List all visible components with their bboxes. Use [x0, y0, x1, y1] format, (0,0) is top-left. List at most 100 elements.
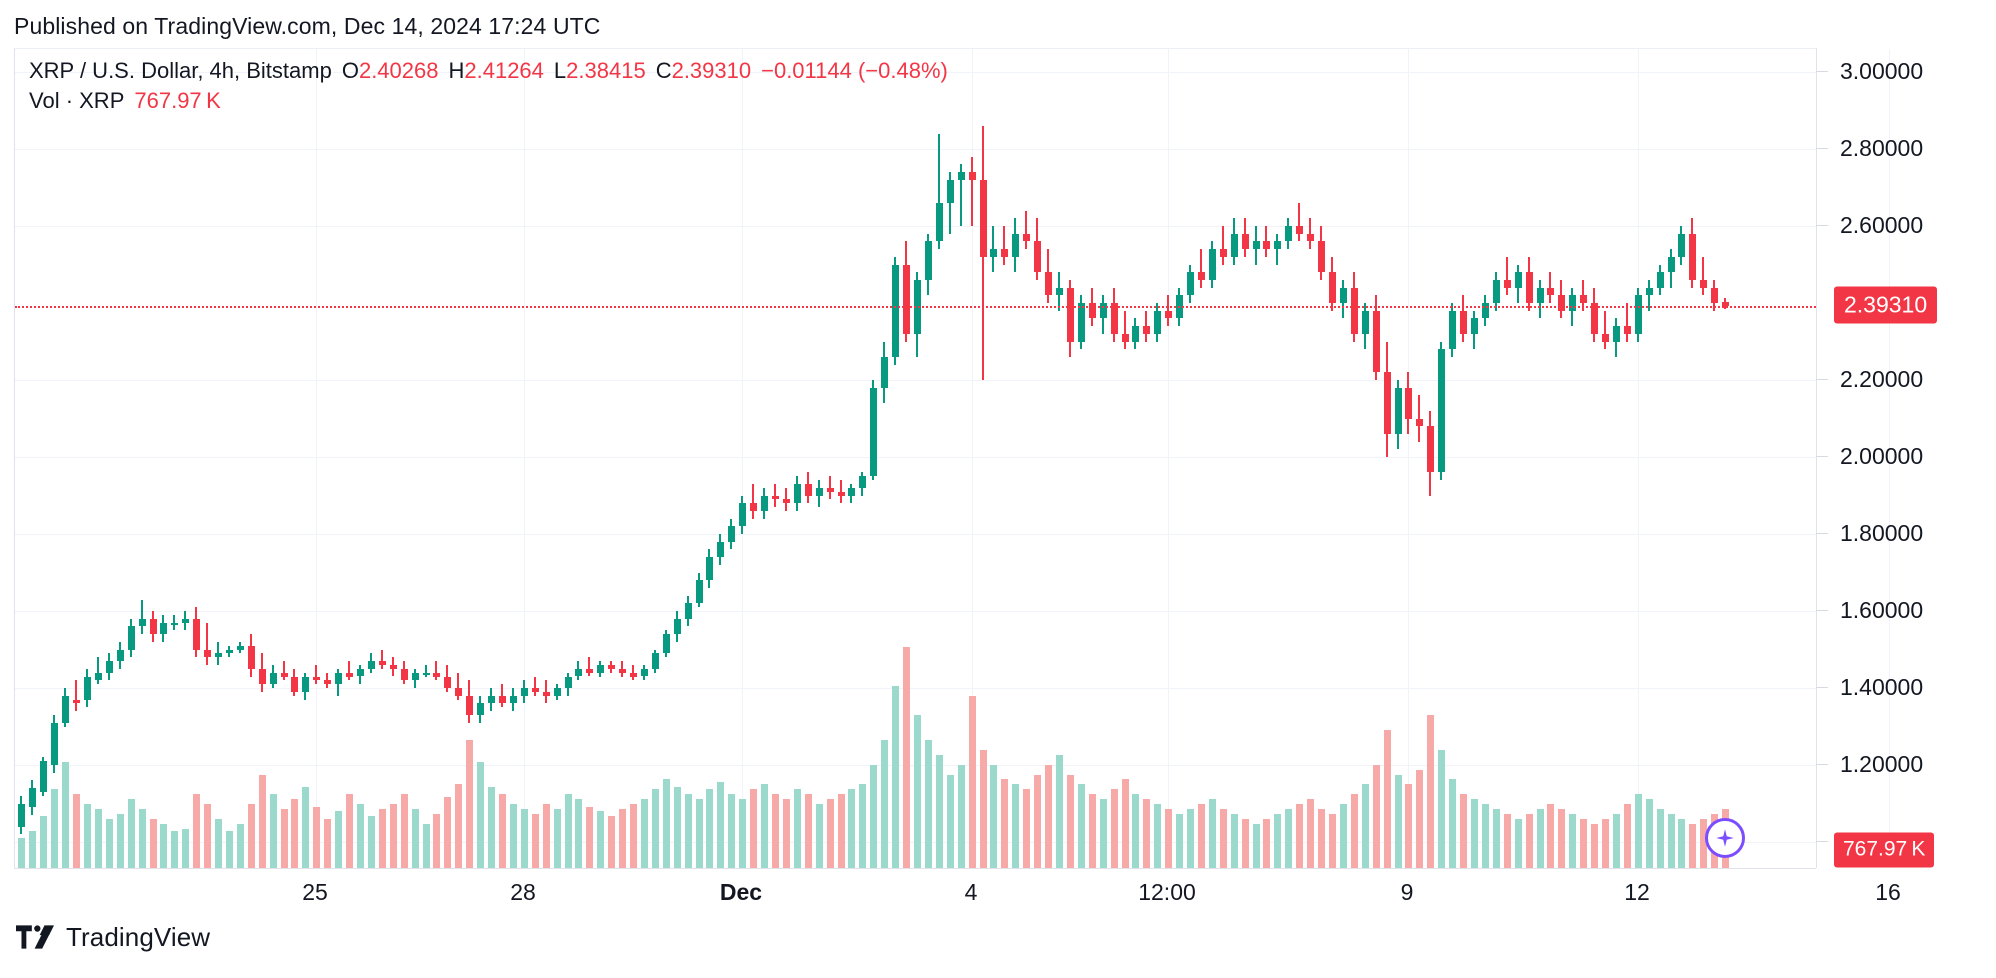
- candle-body: [1372, 310, 1380, 373]
- volume-bar: [181, 828, 189, 868]
- time-axis[interactable]: 25 28 Dec 4 12:00 9 12 16: [14, 868, 1901, 916]
- gridline-horizontal: [15, 226, 1816, 228]
- candle-body: [1656, 272, 1664, 288]
- time-axis-label: 4: [964, 879, 978, 905]
- candle-body: [356, 668, 364, 677]
- volume-bar: [1634, 794, 1642, 868]
- price-axis-tick: [1816, 610, 1828, 612]
- candle-body: [280, 672, 288, 677]
- candle-body: [957, 172, 965, 180]
- candle-wick: [1309, 218, 1311, 250]
- volume-bar: [1252, 823, 1260, 868]
- candle-body: [1699, 279, 1707, 288]
- candle-body: [1590, 303, 1598, 334]
- volume-bar: [1230, 813, 1238, 868]
- volume-bar: [400, 794, 408, 868]
- candle-body: [17, 803, 25, 827]
- candle-body: [574, 668, 582, 677]
- volume-bar: [1164, 808, 1172, 868]
- volume-bar: [1022, 789, 1030, 868]
- volume-bar: [61, 762, 69, 868]
- candle-body: [301, 676, 309, 692]
- volume-bar: [1033, 774, 1041, 868]
- candle-body: [531, 688, 539, 692]
- candle-body: [869, 387, 877, 477]
- gridline-horizontal: [15, 534, 1816, 536]
- gridline-horizontal: [15, 380, 1816, 382]
- volume-bar: [1262, 818, 1270, 868]
- candle-body: [159, 622, 167, 635]
- candle-body: [1492, 279, 1500, 304]
- volume-bar: [968, 695, 976, 868]
- candle-body: [1514, 272, 1522, 288]
- ai-sparkle-badge[interactable]: [1705, 818, 1745, 858]
- volume-bar: [116, 813, 124, 868]
- volume-bar: [498, 794, 506, 868]
- price-axis[interactable]: 3.00000 2.80000 2.60000 2.20000 2.00000 1.800…: [1816, 48, 1996, 868]
- volume-bar: [1437, 749, 1445, 868]
- volume-bar: [1088, 794, 1096, 868]
- candle-body: [1645, 287, 1653, 296]
- candle-wick: [1222, 226, 1224, 265]
- volume-bar: [564, 794, 572, 868]
- volume-bar: [574, 799, 582, 868]
- volume-bar: [607, 816, 615, 868]
- candle-wick: [1167, 295, 1169, 327]
- candle-wick: [435, 661, 437, 681]
- volume-bar: [847, 789, 855, 868]
- candle-wick: [960, 164, 962, 227]
- gridline-vertical: [1168, 49, 1169, 868]
- volume-bar: [83, 804, 91, 868]
- volume-bar: [1525, 813, 1533, 868]
- candle-body: [1284, 226, 1292, 242]
- volume-bar: [804, 794, 812, 868]
- volume-bar: [1383, 730, 1391, 868]
- candle-body: [1153, 310, 1161, 334]
- volume-bar: [39, 816, 47, 868]
- candle-body: [1623, 326, 1631, 334]
- candle-wick: [457, 672, 459, 700]
- candle-body: [891, 264, 899, 357]
- volume-bar: [1590, 823, 1598, 868]
- chart-plot-area[interactable]: XRP / U.S. Dollar, 4h, Bitstamp O2.40268 H…: [14, 48, 1890, 868]
- candle-wick: [1200, 249, 1202, 288]
- candle-body: [738, 503, 746, 527]
- volume-bar: [443, 796, 451, 868]
- volume-bar: [880, 740, 888, 868]
- volume-bar: [640, 799, 648, 868]
- candle-body: [1077, 303, 1085, 342]
- candle-wick: [97, 657, 99, 685]
- candle-wick: [1265, 226, 1267, 257]
- volume-bar: [1306, 799, 1314, 868]
- candle-body: [1634, 295, 1642, 334]
- volume-bar: [738, 799, 746, 868]
- volume-bar: [1131, 794, 1139, 868]
- candle-body: [1262, 241, 1270, 250]
- candle-wick: [1298, 202, 1300, 242]
- volume-bar: [1470, 799, 1478, 868]
- volume-bar: [170, 831, 178, 868]
- volume-bar: [1044, 764, 1052, 868]
- candle-body: [1317, 241, 1325, 273]
- candle-body: [1404, 387, 1412, 419]
- price-axis-tick: [1816, 764, 1828, 766]
- price-line-layer: [15, 49, 1816, 868]
- volume-bar: [1350, 794, 1358, 868]
- current-price-badge[interactable]: 2.39310: [1834, 286, 1938, 324]
- candle-body: [378, 661, 386, 665]
- volume-bar: [760, 784, 768, 868]
- volume-bar: [105, 818, 113, 868]
- candle-body: [847, 487, 855, 496]
- volume-bar: [1699, 818, 1707, 868]
- volume-bar: [1492, 808, 1500, 868]
- volume-bar: [1415, 769, 1423, 868]
- candle-body: [1252, 241, 1260, 250]
- volume-value-badge[interactable]: 767.97 K: [1834, 832, 1935, 868]
- volume-bar: [837, 794, 845, 868]
- gridline-horizontal: [15, 688, 1816, 690]
- candle-body: [804, 484, 812, 496]
- gridline-vertical: [316, 49, 317, 868]
- footer-branding: TradingView: [16, 922, 210, 952]
- candle-body: [247, 645, 255, 669]
